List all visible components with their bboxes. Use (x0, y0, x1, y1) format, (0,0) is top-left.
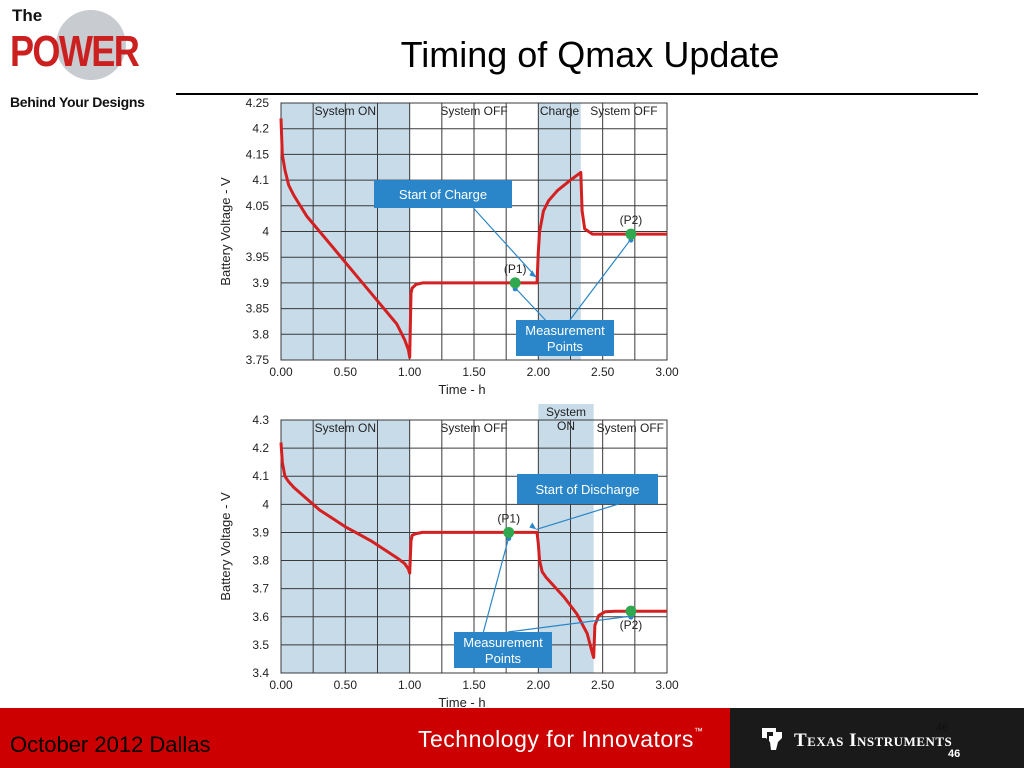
annotation-arrow-start (472, 207, 537, 278)
y-tick-label: 4 (262, 225, 269, 239)
footer-bar: October 2012 Dallas Technology for Innov… (0, 708, 1024, 768)
measurement-point (503, 526, 515, 538)
title-divider (176, 93, 978, 95)
y-tick-label: 3.9 (252, 525, 269, 539)
x-tick-label: 2.50 (591, 365, 615, 379)
power-logo: The POWER Behind Your Designs (10, 4, 160, 114)
page-number: 46 (948, 748, 961, 760)
x-tick-label: 2.50 (591, 678, 615, 692)
measurement-point-label: (P2) (620, 213, 643, 227)
x-tick-label: 1.00 (398, 365, 422, 379)
measurement-point-label: (P2) (620, 618, 643, 632)
y-tick-label: 3.7 (252, 582, 269, 596)
annotation-box-start (374, 180, 512, 208)
logo-tagline: Behind Your Designs (10, 94, 145, 110)
y-tick-label: 4.2 (252, 441, 269, 455)
y-tick-label: 3.85 (246, 302, 270, 316)
x-tick-label: 3.00 (655, 678, 679, 692)
y-tick-label: 3.4 (252, 666, 269, 680)
y-tick-label: 3.8 (252, 554, 269, 568)
x-tick-label: 1.50 (462, 678, 486, 692)
phase-band-cap (538, 404, 594, 420)
arrow-head-icon (529, 522, 537, 530)
y-tick-label: 3.8 (252, 327, 269, 341)
y-tick-label: 4.15 (246, 147, 270, 161)
phase-label: Charge (540, 104, 580, 118)
logo-the: The (12, 6, 43, 25)
y-tick-label: 3.95 (246, 250, 270, 264)
annotation-arrow-measurement (507, 615, 632, 633)
voltage-series-line (279, 118, 667, 359)
x-tick-label: 3.00 (655, 365, 679, 379)
y-axis-label: Battery Voltage - V (218, 492, 233, 601)
y-tick-label: 4.3 (252, 413, 269, 427)
y-tick-label: 4.1 (252, 173, 269, 187)
x-axis-label: Time - h (438, 382, 485, 397)
slide-title: Timing of Qmax Update (400, 34, 780, 75)
phase-label: System OFF (590, 104, 657, 118)
annotation-arrow-measurement (514, 287, 546, 321)
x-tick-label: 0.50 (334, 678, 358, 692)
measurement-point (509, 277, 521, 289)
x-axis-label: Time - h (438, 695, 485, 710)
logo-power: POWER (10, 27, 140, 76)
page-number-ghost: 46 (936, 722, 949, 734)
texas-instruments-logo: Texas Instruments (758, 724, 1004, 754)
x-tick-label: 0.00 (269, 365, 293, 379)
annotation-start-text: Start of Discharge (535, 482, 639, 497)
y-tick-label: 4.2 (252, 122, 269, 136)
y-tick-label: 3.9 (252, 276, 269, 290)
arrow-head-icon (529, 270, 537, 278)
plot-frame (280, 102, 668, 361)
annotation-measurement-line2: Points (547, 339, 584, 354)
phase-label-line2: ON (557, 419, 575, 433)
measurement-point (625, 605, 637, 617)
footer-date: October 2012 Dallas (10, 732, 211, 757)
ti-bug-icon (762, 728, 782, 750)
footer-red-band: October 2012 Dallas Technology for Innov… (0, 708, 730, 768)
annotation-arrow-measurement (482, 537, 510, 633)
footer-slogan: Technology for Innovators™ (418, 726, 703, 753)
chart-charge: System ON System OFF Charge System OFF3.753… (218, 96, 679, 397)
annotation-box-start (517, 474, 658, 504)
phase-label-line1: System (546, 405, 586, 419)
ti-globe-mark (56, 10, 126, 80)
y-tick-label: 3.5 (252, 638, 269, 652)
annotation-measurement-line1: Measurement (463, 635, 543, 650)
voltage-series-line (279, 442, 667, 659)
plot-frame (280, 419, 668, 674)
x-tick-label: 0.00 (269, 678, 293, 692)
measurement-point (625, 228, 637, 240)
y-axis-label: Battery Voltage - V (218, 177, 233, 286)
chart-panel-charge: System ON System OFF Charge System OFF 3.75 3… (214, 96, 684, 410)
x-tick-label: 2.00 (527, 365, 551, 379)
x-tick-label: 2.00 (527, 678, 551, 692)
slogan-text: Technology for Innovators (418, 726, 694, 752)
x-tick-label: 1.50 (462, 365, 486, 379)
phase-label: System OFF (597, 421, 664, 435)
ti-wordmark: Texas Instruments (794, 730, 953, 751)
y-tick-label: 3.75 (246, 353, 270, 367)
x-tick-label: 1.00 (398, 678, 422, 692)
annotation-arrow-start (536, 503, 619, 531)
y-tick-label: 4.05 (246, 199, 270, 213)
y-tick-label: 4.1 (252, 469, 269, 483)
y-tick-label: 3.6 (252, 610, 269, 624)
x-tick-label: 0.50 (334, 365, 358, 379)
y-tick-label: 4 (262, 497, 269, 511)
annotation-arrow-measurement (569, 238, 632, 321)
annotation-start-text: Start of Charge (399, 187, 487, 202)
measurement-point-label: (P1) (497, 511, 520, 525)
annotation-box-measurement (516, 320, 614, 356)
chart-panel-discharge: System ON System OFF System ON System OFF 3.4… (214, 402, 684, 716)
y-tick-label: 4.25 (246, 98, 270, 110)
annotation-measurement-line2: Points (485, 651, 522, 666)
measurement-point-label: (P1) (504, 262, 527, 276)
annotation-measurement-line1: Measurement (525, 323, 605, 338)
trademark-mark: ™ (693, 726, 704, 736)
annotation-box-measurement (454, 632, 552, 668)
